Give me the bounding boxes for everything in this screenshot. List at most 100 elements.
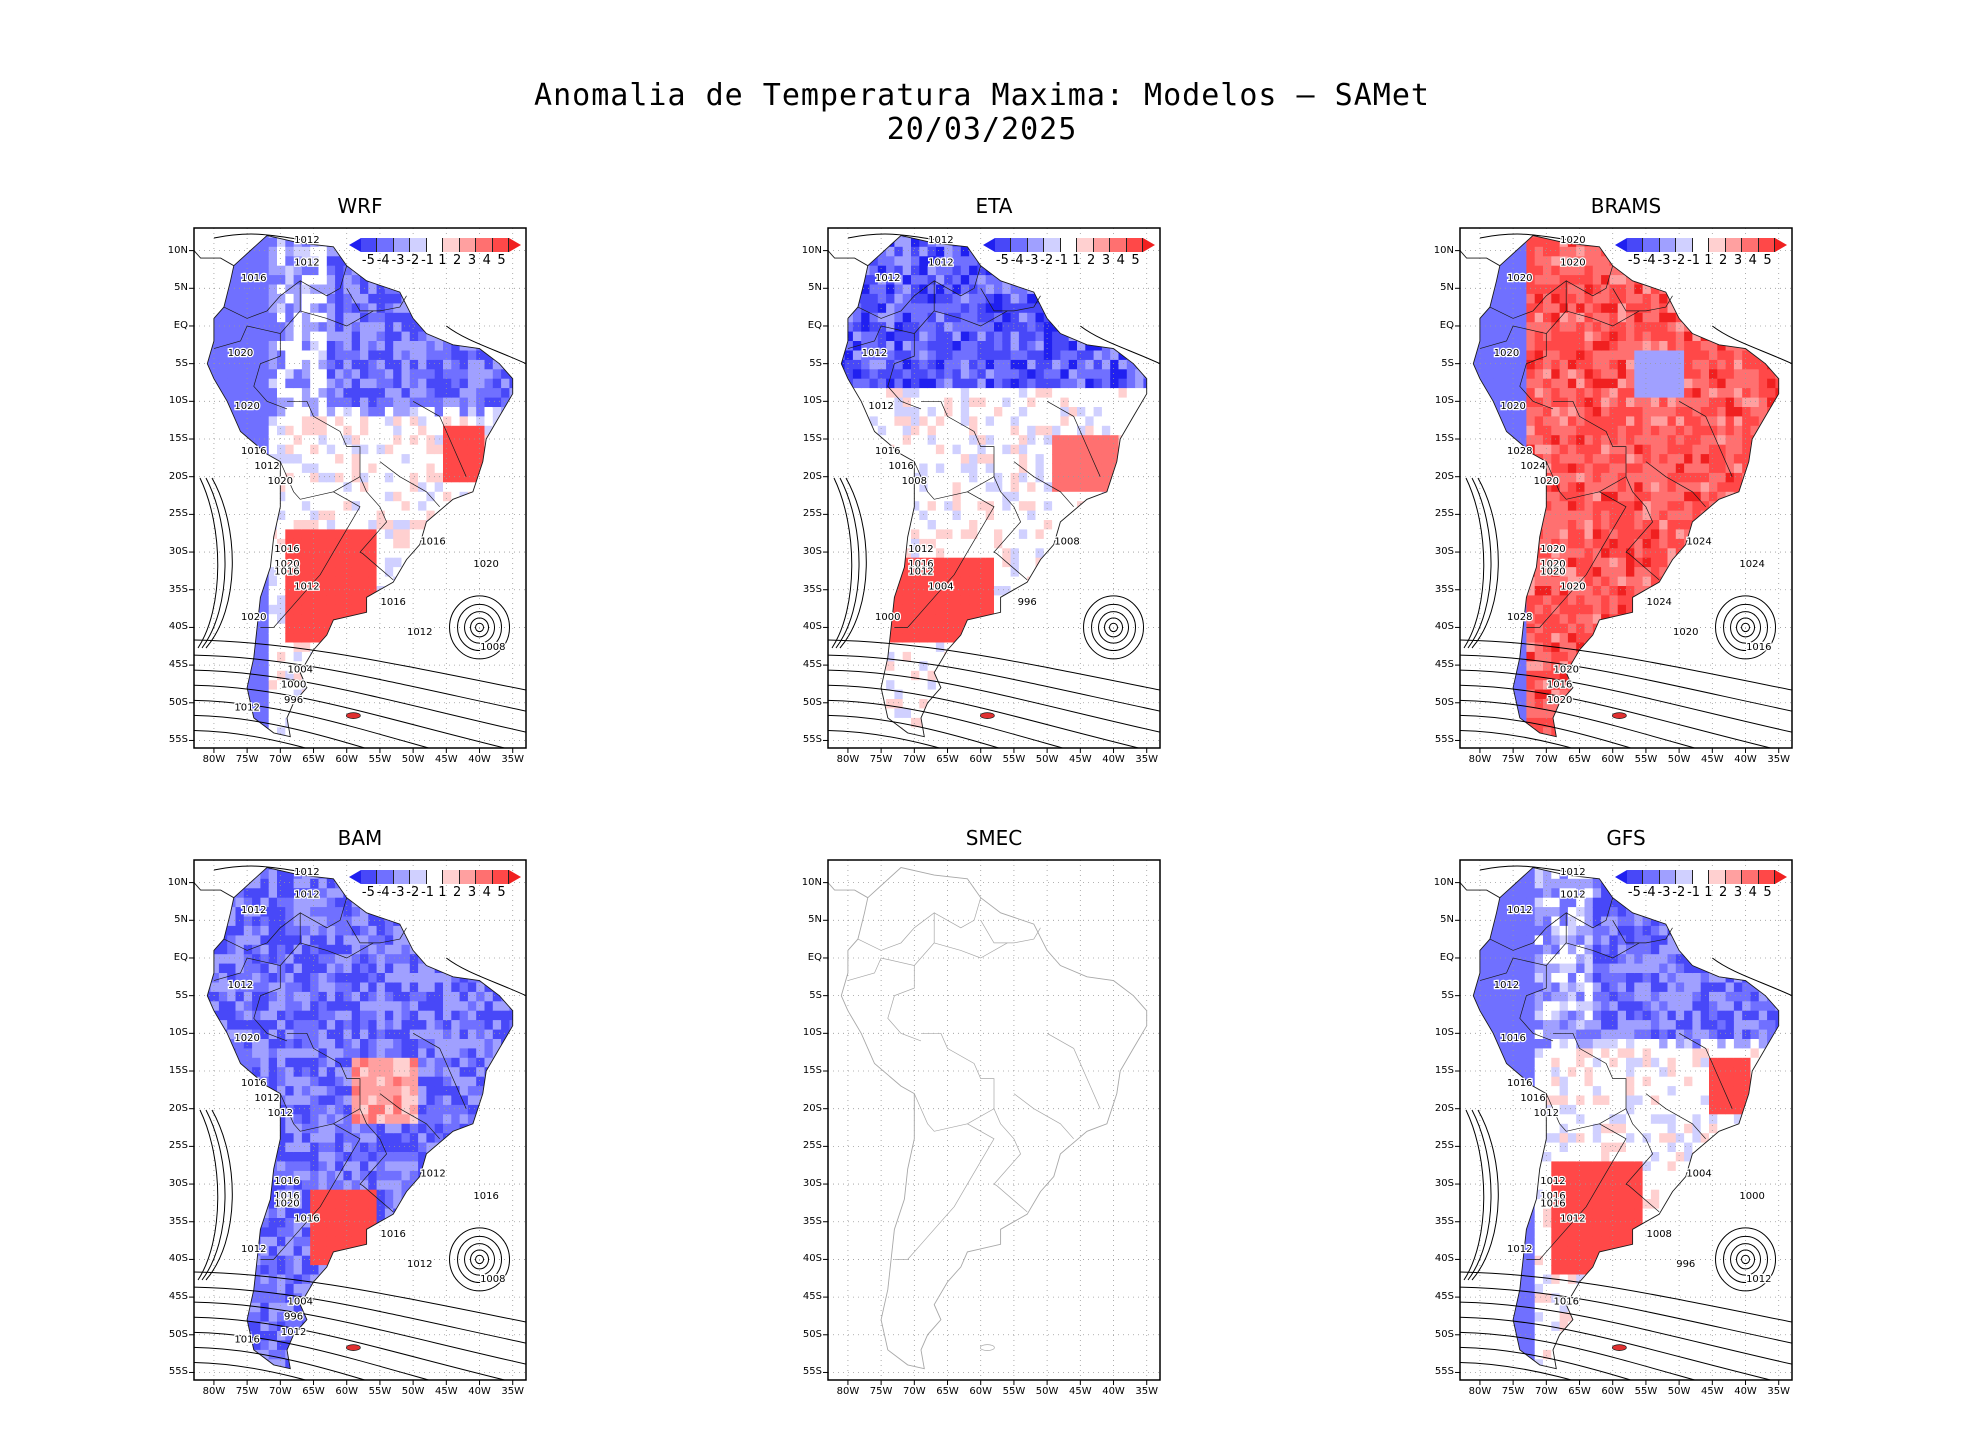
country-border xyxy=(346,920,407,944)
colorbar-tick-label: 4 xyxy=(1116,253,1125,268)
colorbar-tick-label: 1 xyxy=(438,253,447,268)
contour-label: 1012 xyxy=(241,1244,266,1255)
map-panel-smec: SMEC 10N 5N EQ 5S 10S 15S 20S 25S 30S 35S 40S 45S 50S… xyxy=(802,826,1161,1397)
colorbar-tick-label: 4 xyxy=(482,885,491,900)
lat-tick-label: 35S xyxy=(168,583,188,595)
contour-label: 1012 xyxy=(241,905,266,916)
falkland-islands xyxy=(1612,1344,1627,1351)
colorbar-swatch xyxy=(443,238,460,252)
contour-label: 1012 xyxy=(1534,1108,1559,1119)
country-border xyxy=(913,461,1028,581)
country-border xyxy=(857,912,935,966)
lat-tick-label: 55S xyxy=(168,1366,188,1378)
colorbar-arrow-right xyxy=(1775,238,1787,252)
colorbar-tick-label: -3 xyxy=(391,885,405,900)
lat-tick-label: 55S xyxy=(802,734,822,746)
contour-label: 1012 xyxy=(908,567,933,578)
lat-tick-label: 30S xyxy=(168,546,188,558)
colorbar-tick-label: -5 xyxy=(995,253,1009,268)
country-border xyxy=(1645,1093,1706,1140)
colorbar-tick-label: 4 xyxy=(1748,885,1757,900)
colorbar-swatch xyxy=(1659,238,1677,252)
lon-tick-label: 65W xyxy=(302,1386,325,1397)
country-border xyxy=(934,265,982,297)
colorbar-swatch xyxy=(426,870,444,884)
lat-tick-label: 10S xyxy=(1434,395,1454,407)
colorbar-tick-label: -4 xyxy=(1642,885,1656,900)
panel-title: GFS xyxy=(1606,826,1646,850)
colorbar-swatch xyxy=(410,870,427,884)
country-border xyxy=(412,400,467,477)
lon-tick-label: 35W xyxy=(1767,1386,1791,1397)
contour-label: 1016 xyxy=(274,567,299,578)
country-border xyxy=(1678,1032,1733,1109)
map-panel-gfs: GFS 1012 1012 1012 1012 1016 1016 1016 1012 1012 1… xyxy=(1434,826,1793,1397)
colorbar-swatch xyxy=(1044,238,1061,252)
lat-tick-label: 15S xyxy=(802,433,822,444)
country-border xyxy=(279,461,394,581)
contour-label: 996 xyxy=(284,1312,303,1323)
anomaly-field xyxy=(1473,235,1779,737)
map-canvas: 1012101210121012101210161016100810121016… xyxy=(823,227,1161,753)
colorbar-tick-label: -5 xyxy=(1627,253,1641,268)
contour-label: 1004 xyxy=(288,665,313,676)
contour-label: 1016 xyxy=(1554,1297,1579,1308)
lon-tick-label: 55W xyxy=(1002,1386,1026,1397)
falkland-islands xyxy=(980,1344,995,1351)
map-canvas: 1020102010201020102010281024102010201020… xyxy=(1455,227,1793,753)
contour-label: 1020 xyxy=(1507,273,1532,284)
contour-label: 1020 xyxy=(241,612,266,623)
colorbar-tick-label: 2 xyxy=(453,253,462,268)
contour-label: 1020 xyxy=(1560,235,1585,246)
lat-tick-label: 30S xyxy=(1434,546,1454,558)
contour-label: 1016 xyxy=(875,446,900,457)
figure-title: Anomalia de Temperatura Maxima: Modelos … xyxy=(534,78,1430,113)
lon-tick-label: 45W xyxy=(1701,1386,1724,1397)
contour-label: 1012 xyxy=(1560,1214,1585,1225)
country-border xyxy=(1612,288,1673,312)
country-border xyxy=(260,1123,361,1260)
lat-tick-label: 55S xyxy=(168,734,188,746)
colorbar-legend: -5 -4 -3 -2 -1 1 2 3 4 5 xyxy=(349,238,524,268)
lon-tick-label: 35W xyxy=(1135,1386,1159,1397)
colorbar-arrow-left xyxy=(1615,870,1627,884)
contour-label: 1012 xyxy=(268,1108,293,1119)
panel-title: BAM xyxy=(337,826,383,850)
grid-lines xyxy=(1460,860,1792,1380)
contour-label: 1020 xyxy=(1547,695,1572,706)
panel-title: WRF xyxy=(337,194,383,218)
contour-label: 1012 xyxy=(862,348,887,359)
contour-label: 1016 xyxy=(274,1191,299,1202)
map-frame xyxy=(1459,859,1793,1381)
contour-label: 1016 xyxy=(1507,1078,1532,1089)
lon-tick-label: 45W xyxy=(1069,1386,1092,1397)
lon-tick-label: 45W xyxy=(435,1386,458,1397)
colorbar-tick-label: -2 xyxy=(1672,253,1686,268)
country-border xyxy=(1553,400,1627,477)
contour-label: 1016 xyxy=(234,1334,259,1345)
colorbar-legend: -5 -4 -3 -2 -1 1 2 3 4 5 xyxy=(1615,870,1790,900)
colorbar-swatch xyxy=(1060,238,1078,252)
lat-tick-label: 5N xyxy=(808,914,822,926)
contour-label: 1020 xyxy=(1673,627,1698,638)
lat-tick-label: 10N xyxy=(801,244,822,256)
country-border xyxy=(379,461,440,508)
lon-tick-label: 55W xyxy=(1634,754,1658,765)
colorbar-tick-label: -4 xyxy=(1010,253,1024,268)
lat-tick-label: 10S xyxy=(168,395,188,407)
colorbar-swatch xyxy=(361,238,378,252)
lat-tick-label: 40S xyxy=(1434,1253,1454,1265)
lat-tick-label: EQ xyxy=(807,951,822,963)
colorbar-swatch xyxy=(410,238,427,252)
contour-label: 1008 xyxy=(1054,537,1079,548)
grid-lines xyxy=(828,860,1160,1380)
lat-tick-label: 30S xyxy=(168,1178,188,1190)
contour-label: 1008 xyxy=(1646,1229,1671,1240)
lon-tick-label: 40W xyxy=(1734,1386,1757,1397)
contour-label: 1020 xyxy=(1534,476,1559,487)
colorbar-tick-label: 3 xyxy=(1101,253,1111,268)
contour-label: 1024 xyxy=(1520,461,1545,472)
colorbar-tick-label: 4 xyxy=(1748,253,1757,268)
lat-tick-label: 30S xyxy=(1434,1178,1454,1190)
country-border xyxy=(379,1093,440,1140)
